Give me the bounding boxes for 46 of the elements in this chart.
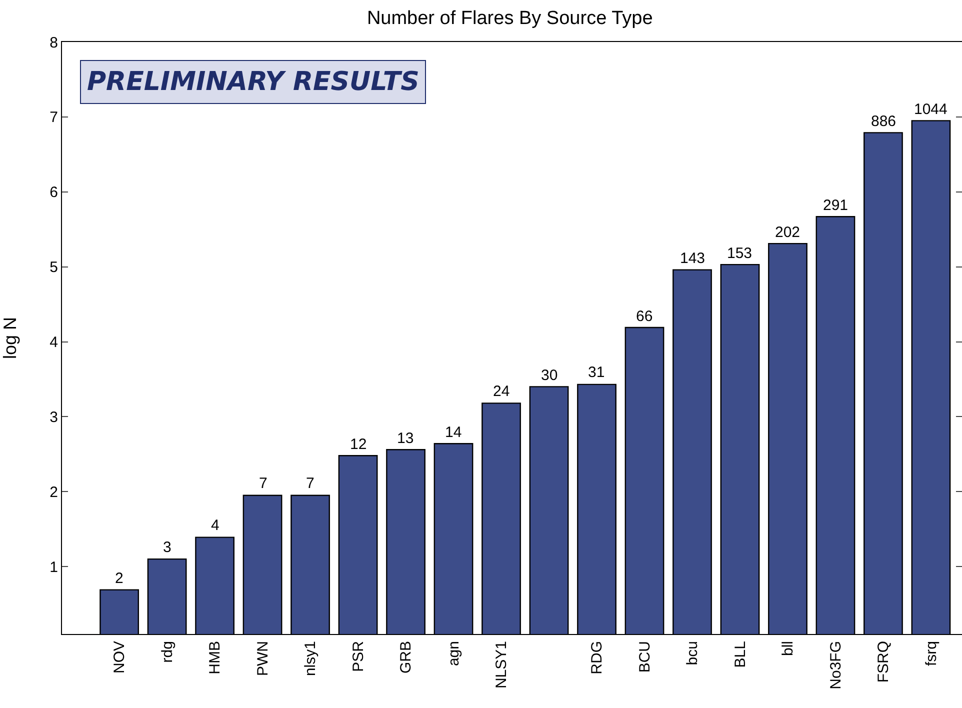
annotation: 12 — [350, 436, 367, 453]
annotation: 1044 — [914, 101, 948, 118]
x-tick-label: HMB — [206, 641, 224, 674]
annotation: 153 — [727, 245, 752, 262]
x-tick-label: bll — [780, 641, 797, 656]
y-tick-label: 3 — [50, 408, 58, 426]
x-tick-label: RDG — [588, 641, 606, 674]
x-tick-label: No3FG — [827, 641, 844, 690]
annotation: 886 — [871, 113, 896, 130]
annotation: 2 — [115, 570, 124, 587]
x-tick-label: agn — [445, 641, 462, 666]
chart-title: Number of Flares By Source Type — [366, 8, 653, 29]
y-tick-label: 6 — [50, 184, 58, 202]
annotation: 143 — [680, 250, 706, 267]
annotation: 291 — [823, 197, 848, 214]
annotation: 7 — [306, 475, 314, 492]
x-tick-label: fsrq — [922, 641, 940, 666]
x-tick-label: nlsy1 — [302, 641, 320, 676]
y-tick-label: 7 — [50, 109, 58, 126]
x-tick-label: BCU — [636, 641, 654, 673]
x-tick-label: PWN — [254, 641, 272, 676]
annotation: 31 — [588, 364, 605, 381]
x-tick-label: rdg — [158, 641, 176, 663]
x-tick-label: NLSY1 — [493, 641, 510, 689]
y-axis-title: log N — [0, 316, 20, 360]
annotation: 66 — [636, 308, 653, 325]
x-tick-label: NOV — [111, 641, 128, 674]
annotation: 30 — [541, 367, 558, 384]
annotation: PRELIMINARY RESULTS — [87, 67, 420, 97]
annotation: 14 — [445, 424, 462, 441]
y-tick-label: 4 — [50, 334, 58, 351]
x-tick-label: GRB — [398, 641, 415, 674]
annotation: 202 — [775, 224, 800, 241]
y-tick-label: 2 — [50, 484, 58, 501]
annotation: 13 — [397, 430, 414, 447]
annotation: 24 — [493, 383, 510, 400]
y-tick-label: 1 — [50, 558, 58, 576]
x-tick-label: bcu — [684, 641, 702, 666]
x-tick-label: PSR — [350, 640, 367, 672]
y-tick-label: 8 — [50, 34, 58, 52]
y-tick-label: 5 — [50, 259, 58, 276]
annotation: 7 — [259, 475, 268, 492]
x-tick-label: FSRQ — [875, 641, 892, 683]
x-tick-label: BLL — [732, 641, 749, 668]
annotation: 4 — [211, 517, 220, 534]
annotation: 3 — [163, 539, 172, 556]
